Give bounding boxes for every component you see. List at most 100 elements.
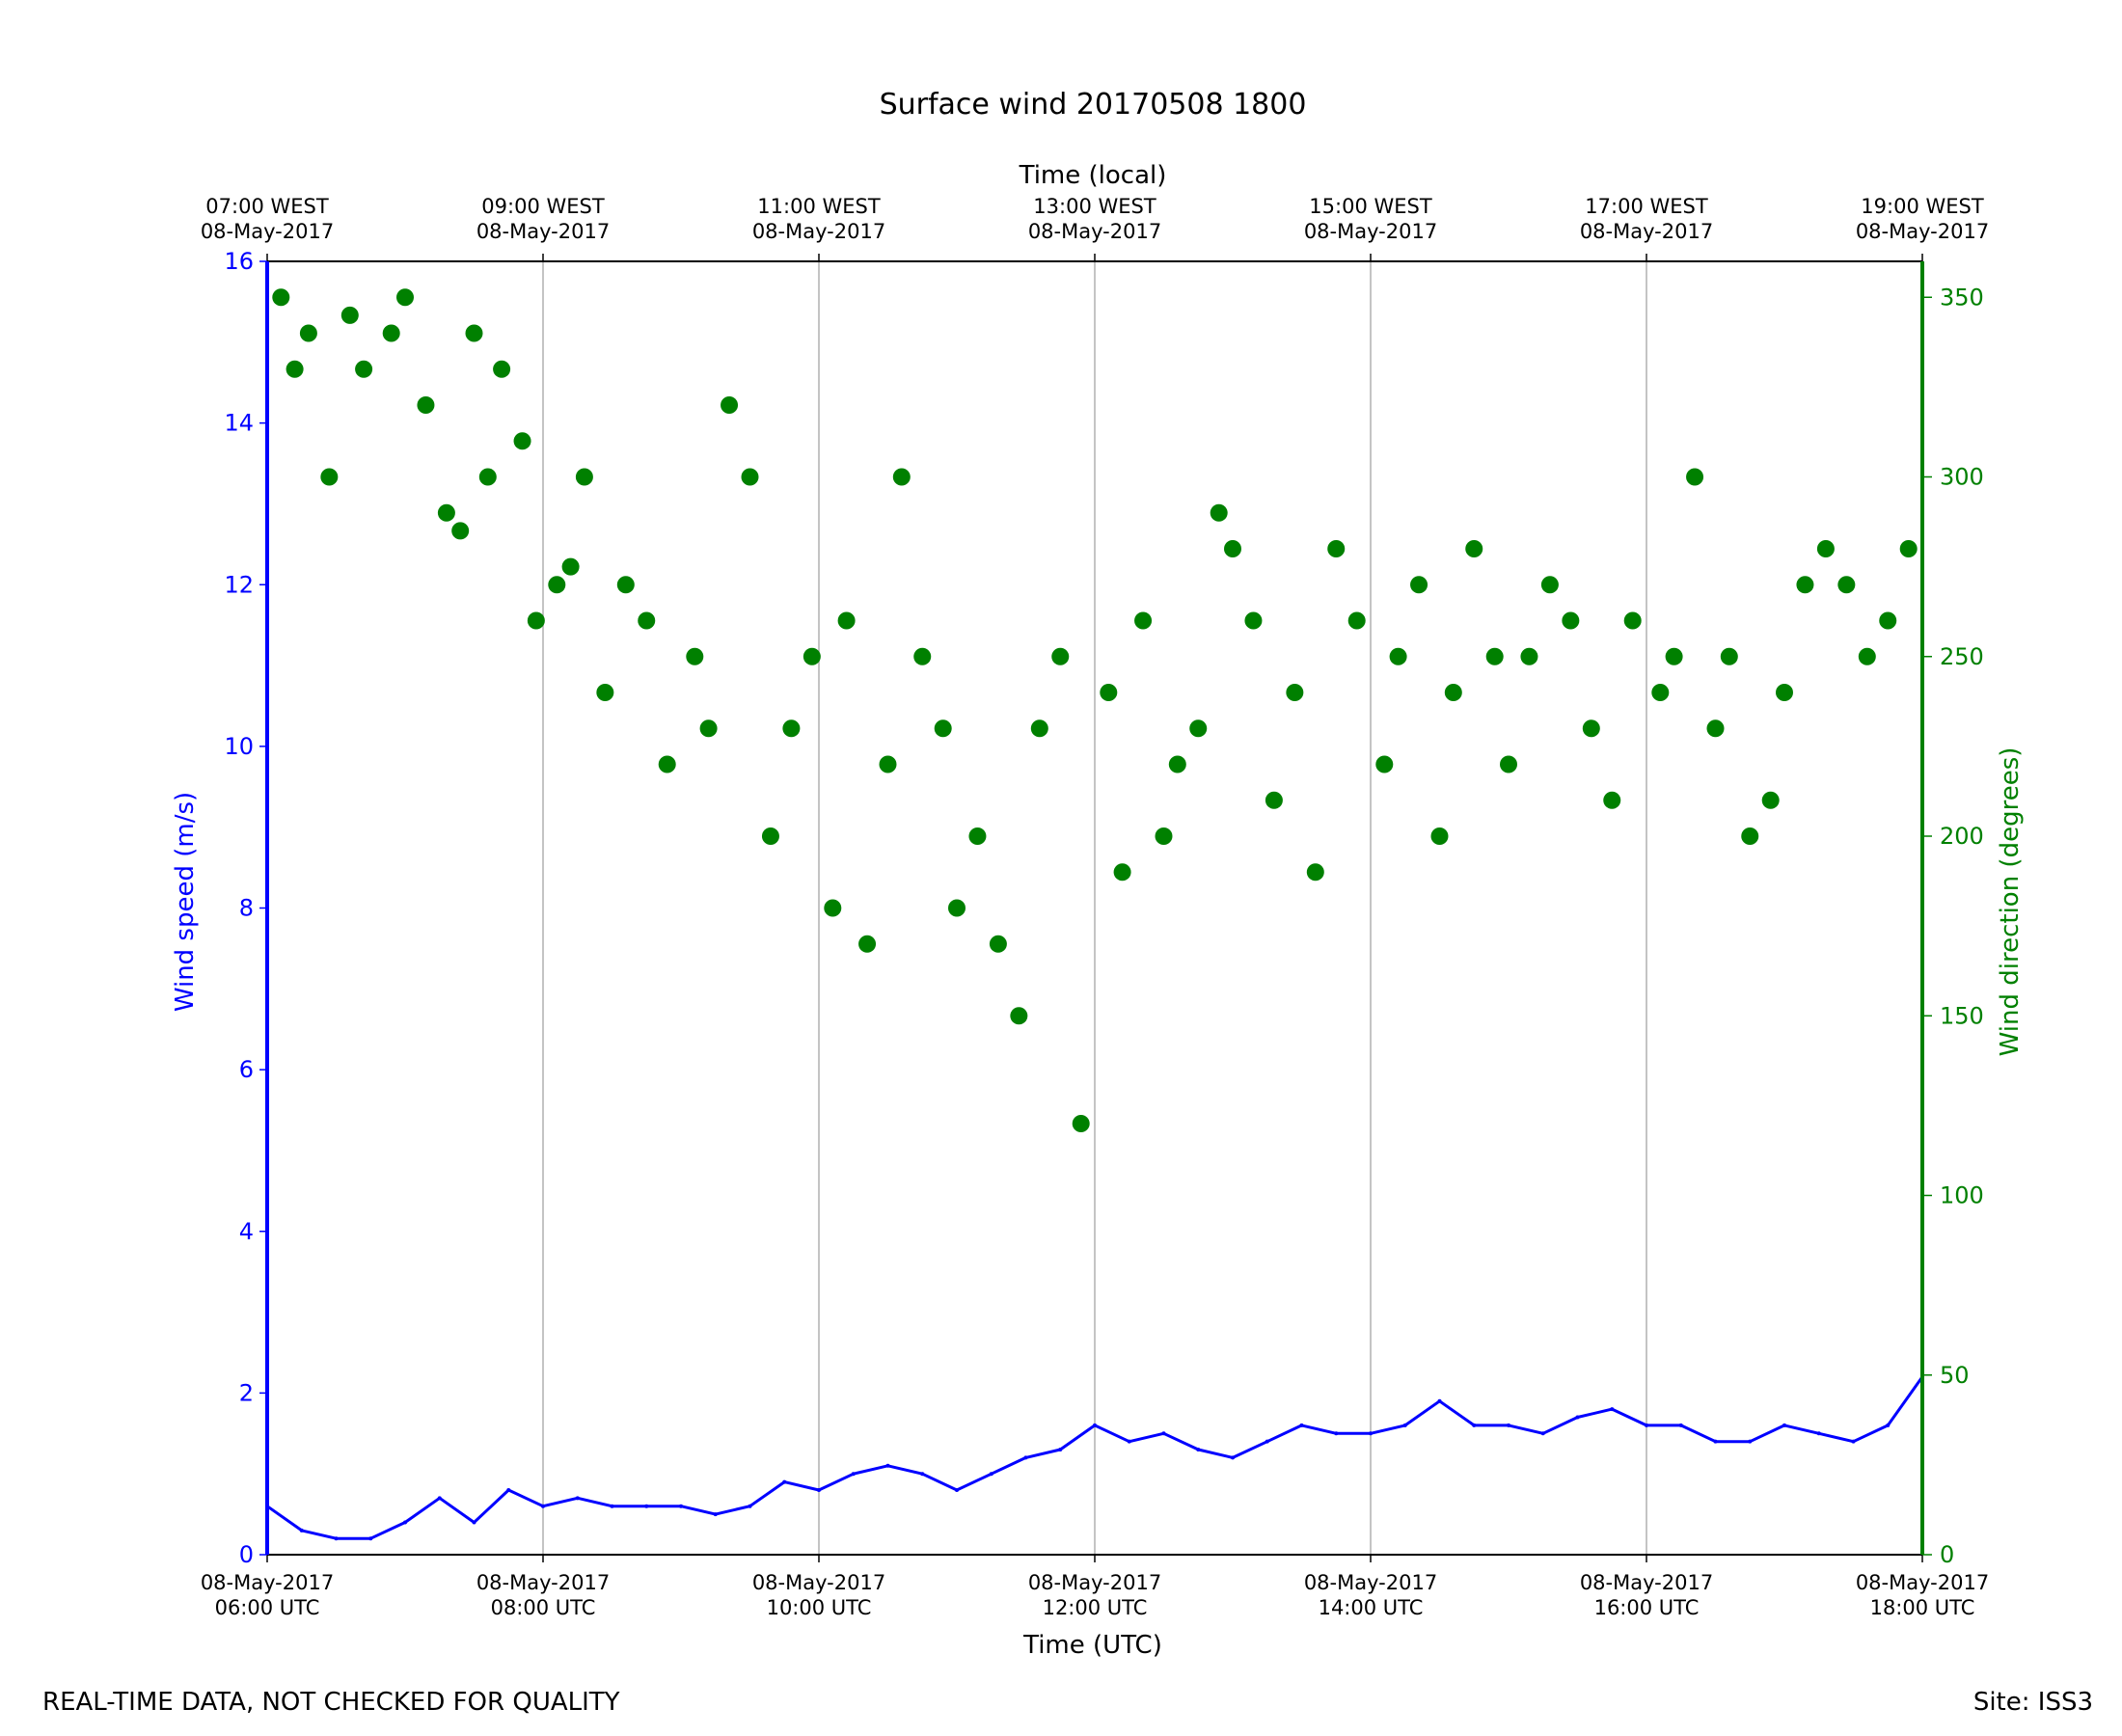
- top-x-tick-date: 08-May-2017: [476, 220, 610, 243]
- wind-direction-point: [638, 611, 656, 630]
- wind-speed-point: [920, 1472, 925, 1477]
- wind-direction-point: [1244, 611, 1263, 630]
- wind-direction-point: [1741, 827, 1759, 845]
- wind-direction-point: [451, 522, 470, 540]
- top-x-tick-date: 08-May-2017: [1856, 220, 1989, 243]
- left-y-tick-label: 14: [224, 410, 254, 437]
- wind-direction-point: [1623, 611, 1642, 630]
- left-axis-label: Wind speed (m/s): [171, 792, 200, 1012]
- wind-direction-point: [1134, 611, 1153, 630]
- wind-speed-point: [1196, 1448, 1201, 1452]
- wind-direction-point: [989, 935, 1007, 953]
- wind-direction-point: [782, 719, 801, 738]
- wind-direction-point: [1520, 647, 1538, 665]
- wind-speed-point: [851, 1472, 856, 1477]
- top-x-tick-date: 08-May-2017: [1304, 220, 1437, 243]
- top-x-tick-time: 07:00 WEST: [205, 195, 329, 218]
- chart-title: Surface wind 20170508 1800: [880, 88, 1307, 122]
- x-tick-time: 06:00 UTC: [215, 1596, 320, 1619]
- wind-direction-point: [437, 503, 455, 522]
- top-x-tick-date: 08-May-2017: [1028, 220, 1161, 243]
- wind-direction-point: [761, 827, 779, 845]
- top-x-tick-date: 08-May-2017: [1580, 220, 1713, 243]
- wind-direction-point: [1858, 647, 1876, 665]
- wind-speed-point: [1058, 1448, 1063, 1452]
- left-y-tick-label: 16: [224, 248, 254, 275]
- wind-speed-point: [1265, 1439, 1269, 1444]
- wind-direction-point: [616, 576, 635, 594]
- wind-direction-point: [1582, 719, 1600, 738]
- wind-speed-point: [885, 1463, 890, 1468]
- x-tick-time: 18:00 UTC: [1870, 1596, 1975, 1619]
- wind-direction-point: [1899, 540, 1918, 557]
- x-tick-date: 08-May-2017: [476, 1571, 610, 1594]
- wind-direction-point: [1327, 540, 1346, 557]
- wind-speed-point: [1334, 1431, 1339, 1436]
- data-quality-note: REAL-TIME DATA, NOT CHECKED FOR QUALITY: [42, 1688, 620, 1717]
- wind-speed-point: [506, 1487, 511, 1492]
- wind-direction-point: [1051, 647, 1070, 665]
- wind-direction-point: [1485, 647, 1504, 665]
- x-tick-date: 08-May-2017: [1304, 1571, 1437, 1594]
- wind-direction-point: [1665, 647, 1683, 665]
- right-y-ticks: 0 50 100 150 200 250 300 350: [1922, 284, 1984, 1568]
- wind-direction-point: [968, 827, 987, 845]
- wind-direction-point: [355, 360, 373, 378]
- wind-direction-point: [478, 468, 497, 486]
- wind-direction-point: [1430, 827, 1449, 845]
- wind-direction-point: [1410, 576, 1428, 594]
- top-x-tick-time: 13:00 WEST: [1033, 195, 1156, 218]
- wind-direction-point: [1224, 540, 1241, 557]
- right-y-tick-label: 200: [1940, 823, 1984, 850]
- wind-direction-point: [1444, 684, 1462, 701]
- wind-speed-point: [1851, 1439, 1856, 1444]
- wind-speed-point: [1610, 1407, 1615, 1412]
- wind-speed-point: [989, 1472, 993, 1477]
- wind-direction-point: [1686, 468, 1704, 486]
- wind-direction-point: [1706, 719, 1725, 738]
- wind-direction-point: [934, 719, 952, 738]
- wind-direction-point: [1189, 719, 1208, 738]
- wind-direction-point: [561, 557, 580, 576]
- wind-speed-point: [817, 1487, 821, 1492]
- wind-direction-point: [1500, 755, 1517, 773]
- wind-direction-point: [721, 396, 739, 414]
- wind-direction-point: [465, 324, 483, 342]
- wind-speed-point: [1402, 1423, 1407, 1427]
- left-y-tick-label: 12: [224, 571, 254, 598]
- wind-speed-point: [1299, 1423, 1304, 1427]
- top-axis-label: Time (local): [1019, 161, 1167, 190]
- x-tick-time: 16:00 UTC: [1594, 1596, 1700, 1619]
- right-y-tick-label: 350: [1940, 284, 1984, 311]
- top-x-tick-time: 11:00 WEST: [757, 195, 881, 218]
- right-y-tick-label: 50: [1940, 1362, 1970, 1389]
- wind-direction-point: [417, 396, 435, 414]
- left-y-tick-label: 4: [239, 1218, 254, 1245]
- wind-direction-point: [340, 306, 359, 324]
- wind-speed-point: [1472, 1423, 1477, 1427]
- wind-direction-point: [1720, 647, 1738, 665]
- wind-direction-point: [1816, 540, 1835, 557]
- wind-direction-point: [1155, 827, 1173, 845]
- wind-speed-point: [334, 1536, 339, 1541]
- wind-direction-point: [686, 647, 704, 665]
- wind-speed-line-group: [265, 1374, 1924, 1541]
- x-tick-date: 08-May-2017: [752, 1571, 885, 1594]
- wind-speed-point: [782, 1479, 787, 1484]
- x-tick-time: 10:00 UTC: [767, 1596, 872, 1619]
- plot-frame: [265, 260, 1924, 1556]
- wind-direction-point: [286, 360, 304, 378]
- wind-direction-point: [699, 719, 718, 738]
- right-y-tick-label: 0: [1940, 1541, 1954, 1568]
- wind-speed-point: [1748, 1439, 1753, 1444]
- wind-direction-point: [1837, 576, 1856, 594]
- wind-speed-point: [1507, 1423, 1510, 1427]
- wind-direction-point: [1347, 611, 1366, 630]
- wind-direction-point: [1776, 684, 1793, 701]
- wind-speed-point: [1782, 1423, 1786, 1427]
- wind-direction-point: [892, 468, 911, 486]
- wind-direction-point: [913, 647, 932, 665]
